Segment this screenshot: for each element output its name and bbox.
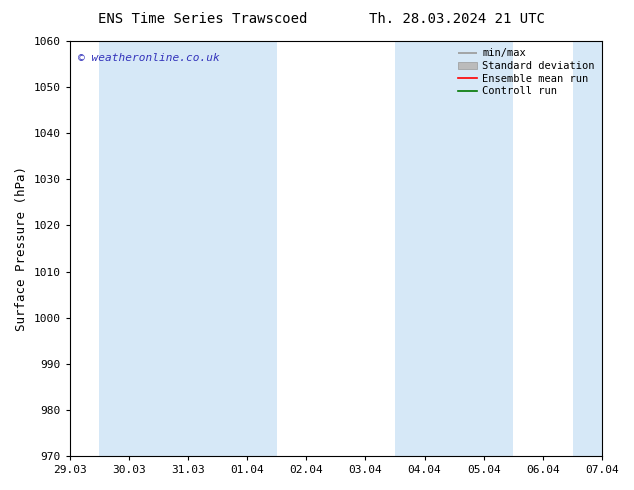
Legend: min/max, Standard deviation, Ensemble mean run, Controll run: min/max, Standard deviation, Ensemble me… — [456, 46, 597, 98]
Y-axis label: Surface Pressure (hPa): Surface Pressure (hPa) — [15, 166, 28, 331]
Bar — [99, 41, 158, 456]
Text: Th. 28.03.2024 21 UTC: Th. 28.03.2024 21 UTC — [368, 12, 545, 26]
Bar — [454, 41, 514, 456]
Bar — [573, 41, 631, 456]
Bar — [217, 41, 276, 456]
Text: © weatheronline.co.uk: © weatheronline.co.uk — [77, 53, 219, 64]
Bar — [395, 41, 454, 456]
Text: ENS Time Series Trawscoed: ENS Time Series Trawscoed — [98, 12, 307, 26]
Bar — [158, 41, 217, 456]
